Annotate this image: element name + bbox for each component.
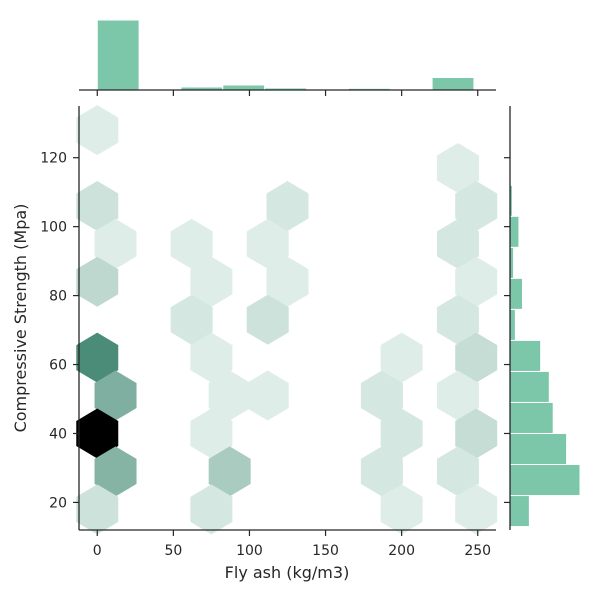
x-tick-label: 100 <box>236 543 263 559</box>
hexbin-cell <box>208 446 251 497</box>
x-tick-label: 50 <box>164 543 182 559</box>
y-hist-bar <box>509 215 520 248</box>
hexbin-cell <box>436 143 479 194</box>
x-marginal-histogram <box>79 19 496 96</box>
hexbin-cell <box>94 370 137 421</box>
hexbin-cell <box>455 332 498 383</box>
hexbin-cell <box>246 370 289 421</box>
x-tick-label: 150 <box>312 543 339 559</box>
hexbin-cell <box>360 370 403 421</box>
y-hist-bar <box>509 432 568 466</box>
hexbin-cell <box>455 408 498 459</box>
hexbin-cell <box>380 408 423 459</box>
hexbin-cell <box>76 332 119 383</box>
hexbin-cell <box>76 256 119 307</box>
y-marginal-histogram <box>504 106 581 530</box>
hexbin-cell <box>455 256 498 307</box>
hexbin-layer <box>76 105 498 535</box>
hexbin-cell <box>190 256 233 307</box>
y-tick-label: 20 <box>49 495 67 511</box>
y-axis-label: Compressive Strength (Mpa) <box>11 204 30 433</box>
x-hist-bar <box>431 77 475 91</box>
hexbin-cell <box>455 180 498 231</box>
y-tick-label: 40 <box>49 426 67 442</box>
x-tick-label: 250 <box>464 543 491 559</box>
x-tick-label: 200 <box>388 543 415 559</box>
hexbin-cell <box>76 484 119 535</box>
y-hist-bar <box>509 339 542 372</box>
y-hist-bar <box>509 277 524 310</box>
y-hist-bar <box>509 370 550 403</box>
hexbin-cell <box>436 446 479 497</box>
hexbin-cell <box>436 370 479 421</box>
y-hist-bar <box>509 401 554 434</box>
hexbin-cell <box>76 408 119 459</box>
x-hist-bar <box>96 19 140 91</box>
x-hist-bar <box>222 84 266 91</box>
hexbin-cell <box>170 294 213 345</box>
hexbin-cell <box>170 218 213 269</box>
hexbin-cell <box>360 446 403 497</box>
hexbin-cell <box>94 446 137 497</box>
y-tick-label: 60 <box>49 358 67 374</box>
y-hist-bar <box>509 495 530 528</box>
hexbin-cell <box>94 218 137 269</box>
hexbin-cell <box>76 105 119 156</box>
axes: 0 50 100 150 200 250 20 40 60 80 100 120 <box>40 106 496 559</box>
y-hist-bar <box>509 464 581 497</box>
hexbin-cell <box>266 180 309 231</box>
hexbin-cell <box>190 332 233 383</box>
hexbin-cell <box>380 484 423 535</box>
hexbin-cell <box>266 256 309 307</box>
hexbin-cell <box>380 332 423 383</box>
y-tick-label: 80 <box>49 289 67 305</box>
hexbin-cell <box>76 180 119 231</box>
x-axis-label: Fly ash (kg/m3) <box>225 563 350 582</box>
hexbin-cell <box>455 484 498 535</box>
hexbin-cell <box>246 218 289 269</box>
y-tick-label: 100 <box>40 220 67 236</box>
hexbin-cell <box>436 218 479 269</box>
y-tick-label: 120 <box>40 151 67 167</box>
x-tick-label: 0 <box>93 543 102 559</box>
hexbin-cell <box>246 294 289 345</box>
hexbin-cell <box>190 484 233 535</box>
y-hist-bar <box>509 308 516 341</box>
hexbin-cell <box>190 408 233 459</box>
hexbin-cell <box>436 294 479 345</box>
hexbin-cell <box>208 370 251 421</box>
